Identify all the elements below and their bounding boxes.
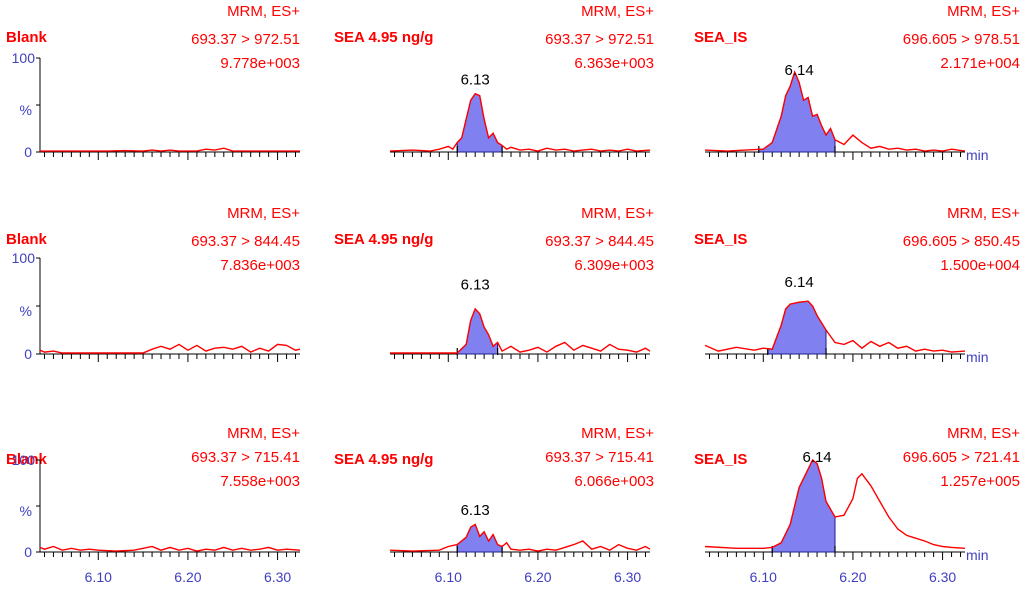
- x-tick-label: 6.10: [435, 569, 462, 585]
- acquisition-mode: MRM, ES+: [227, 425, 300, 442]
- y-axis-zero-label: 0: [24, 144, 32, 160]
- x-axis-unit-label: min: [966, 547, 989, 563]
- x-tick-label: 6.20: [839, 569, 866, 585]
- peak-retention-label: 6.14: [785, 62, 814, 79]
- x-tick-label: 6.30: [929, 569, 956, 585]
- mrm-transition: 693.37 > 715.41: [545, 449, 654, 466]
- sample-name: SEA 4.95 ng/g: [334, 231, 433, 248]
- chromatogram-trace: [704, 300, 966, 353]
- peak-area: [771, 459, 836, 553]
- panel-blank-2: Blank MRM, ES+ 693.37 > 844.45 7.836e+003 10…: [6, 205, 300, 362]
- panel-blank-1: Blank MRM, ES+ 693.37 > 972.51 9.778e+003 10…: [6, 3, 300, 160]
- peak-area: [456, 93, 503, 153]
- mrm-transition: 696.605 > 978.51: [903, 31, 1020, 48]
- peak-area: [767, 300, 827, 355]
- chromatogram-trace: [389, 523, 651, 552]
- x-tick-label: 6.30: [614, 569, 641, 585]
- y-axis-max-label: 100: [12, 50, 36, 66]
- chromatogram-trace: [40, 147, 300, 152]
- chromatogram-trace: [390, 307, 651, 354]
- acquisition-mode: MRM, ES+: [581, 3, 654, 20]
- mrm-transition: 693.37 > 715.41: [191, 449, 300, 466]
- mrm-transition: 693.37 > 844.45: [545, 233, 654, 250]
- acquisition-mode: MRM, ES+: [227, 3, 300, 20]
- x-tick-label: 6.30: [264, 569, 291, 585]
- sample-name: Blank: [6, 29, 48, 46]
- panel-sea-1: SEA 4.95 ng/g MRM, ES+ 693.37 > 972.51 6.36…: [334, 3, 654, 160]
- acquisition-mode: MRM, ES+: [227, 205, 300, 222]
- sample-name: Blank: [6, 451, 48, 468]
- intensity-value: 2.171e+004: [940, 55, 1020, 72]
- y-axis-max-label: 100: [12, 250, 36, 266]
- peak-retention-label: 6.14: [802, 449, 831, 466]
- y-axis-zero-label: 0: [24, 544, 32, 560]
- chromatogram-trace: [39, 545, 301, 552]
- mrm-transition: 693.37 > 972.51: [191, 31, 300, 48]
- sample-name: SEA 4.95 ng/g: [334, 451, 433, 468]
- intensity-value: 6.309e+003: [574, 257, 654, 274]
- sample-name: SEA_IS: [694, 29, 747, 46]
- sample-name: Blank: [6, 231, 48, 248]
- peak-retention-label: 6.13: [461, 71, 490, 88]
- acquisition-mode: MRM, ES+: [581, 205, 654, 222]
- panel-is-1: SEA_IS MRM, ES+ 696.605 > 978.51 2.171e+004…: [694, 3, 1020, 163]
- sample-name: SEA_IS: [694, 451, 747, 468]
- intensity-value: 7.836e+003: [220, 257, 300, 274]
- peak-retention-label: 6.14: [785, 274, 814, 291]
- acquisition-mode: MRM, ES+: [947, 3, 1020, 20]
- mrm-transition: 693.37 > 844.45: [191, 233, 300, 250]
- x-tick-label: 6.20: [524, 569, 551, 585]
- mrm-transition: 696.605 > 721.41: [903, 449, 1020, 466]
- x-tick-label: 6.10: [750, 569, 777, 585]
- x-tick-label: 6.20: [174, 569, 201, 585]
- x-axis-unit-label: min: [966, 147, 989, 163]
- acquisition-mode: MRM, ES+: [947, 425, 1020, 442]
- acquisition-mode: MRM, ES+: [947, 205, 1020, 222]
- intensity-value: 6.066e+003: [574, 473, 654, 490]
- y-axis-max-label: 100: [12, 452, 36, 468]
- peak-retention-label: 6.13: [461, 277, 490, 294]
- panel-is-2: SEA_IS MRM, ES+ 696.605 > 850.45 1.500e+004…: [694, 205, 1020, 365]
- intensity-value: 1.500e+004: [940, 257, 1020, 274]
- chromatogram-trace: [39, 343, 301, 354]
- x-tick-label: 6.10: [85, 569, 112, 585]
- panel-sea-3: SEA 4.95 ng/g MRM, ES+ 693.37 > 715.41 6.06…: [334, 425, 654, 585]
- chromatogram-trace: [704, 458, 966, 549]
- acquisition-mode: MRM, ES+: [581, 425, 654, 442]
- y-axis-unit-label: %: [20, 102, 32, 118]
- peak-area: [758, 70, 836, 153]
- y-axis-unit-label: %: [20, 303, 32, 319]
- x-axis-unit-label: min: [966, 349, 989, 365]
- mrm-transition: 696.605 > 850.45: [903, 233, 1020, 250]
- y-axis-unit-label: %: [20, 503, 32, 519]
- panel-is-3: SEA_IS MRM, ES+ 696.605 > 721.41 1.257e+005…: [694, 425, 1020, 585]
- peak-retention-label: 6.13: [461, 502, 490, 519]
- sample-name: SEA_IS: [694, 231, 747, 248]
- panel-blank-3: Blank MRM, ES+ 693.37 > 715.41 7.558e+003 10…: [6, 425, 300, 585]
- intensity-value: 6.363e+003: [574, 55, 654, 72]
- chromatogram-trace: [704, 70, 966, 152]
- panel-sea-2: SEA 4.95 ng/g MRM, ES+ 693.37 > 844.45 6.30…: [334, 205, 654, 362]
- intensity-value: 9.778e+003: [220, 55, 300, 72]
- chromatogram-trace: [389, 92, 651, 152]
- sample-name: SEA 4.95 ng/g: [334, 29, 433, 46]
- y-axis-zero-label: 0: [24, 346, 32, 362]
- intensity-value: 1.257e+005: [940, 473, 1020, 490]
- mrm-transition: 693.37 > 972.51: [545, 31, 654, 48]
- intensity-value: 7.558e+003: [220, 473, 300, 490]
